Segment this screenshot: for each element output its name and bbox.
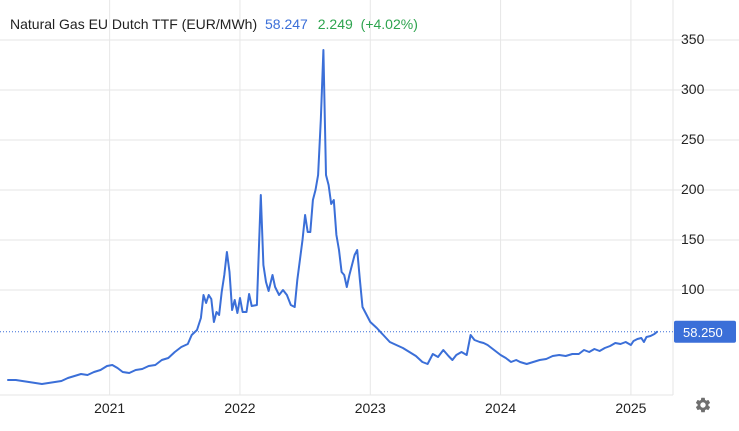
chart-header: Natural Gas EU Dutch TTF (EUR/MWh) 58.24… [10, 16, 418, 32]
current-price: 58.247 [265, 16, 308, 32]
y-tick-label: 150 [681, 231, 705, 247]
series-line[interactable] [7, 49, 658, 385]
y-tick-label: 350 [681, 31, 705, 47]
y-tick-label: 100 [681, 281, 705, 297]
x-tick-label: 2023 [355, 400, 386, 416]
last-price-badge-label: 58.250 [683, 325, 723, 340]
x-tick-label: 2024 [485, 400, 516, 416]
x-tick-label: 2021 [94, 400, 125, 416]
gear-icon[interactable] [694, 396, 712, 414]
y-tick-label: 200 [681, 181, 705, 197]
x-tick-label: 2025 [615, 400, 646, 416]
grid-lines [0, 0, 739, 396]
price-change-percent: (+4.02%) [360, 16, 418, 32]
last-price-badge [674, 320, 736, 343]
axis-labels: 100 150 200 250 300 350 2021 2022 2023 2024 2025 [94, 31, 705, 416]
y-tick-label: 250 [681, 131, 705, 147]
x-tick-label: 2022 [224, 400, 255, 416]
chart-title: Natural Gas EU Dutch TTF (EUR/MWh) [10, 16, 258, 32]
y-tick-label: 300 [681, 81, 705, 97]
price-change: 2.249 [317, 16, 353, 32]
